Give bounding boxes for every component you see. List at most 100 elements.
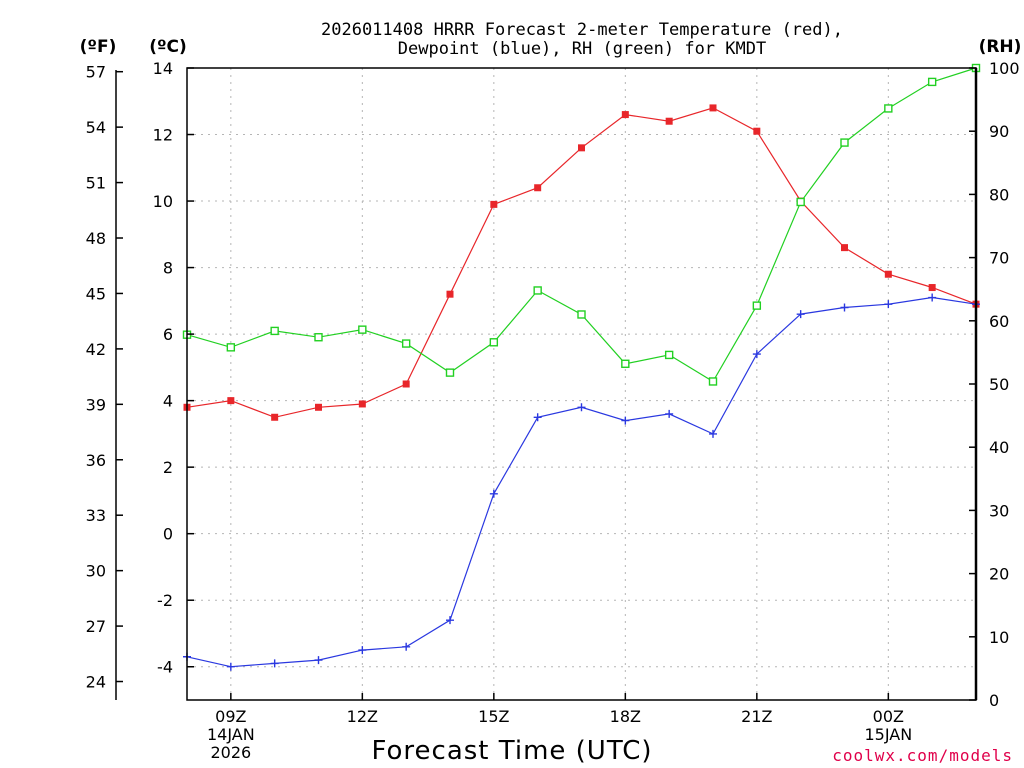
temperature-point — [884, 270, 892, 278]
celsius-tick-label: -4 — [157, 658, 173, 677]
celsius-tick-label: 2 — [163, 458, 173, 477]
temperature-point — [928, 284, 936, 292]
temperature-point — [753, 127, 761, 135]
dewpoint-line — [186, 296, 977, 668]
temperature-point — [315, 403, 322, 411]
temperature-line — [186, 107, 977, 418]
fahrenheit-tick-label: 45 — [86, 284, 106, 303]
rh-tick-label: 30 — [989, 501, 1009, 520]
rh-point — [533, 286, 542, 295]
temperature-point — [665, 117, 673, 125]
rh-point — [664, 350, 674, 360]
rh-tick-label: 60 — [989, 312, 1009, 331]
rh-point — [401, 339, 411, 348]
dewpoint-point — [577, 403, 586, 412]
dewpoint-point — [752, 350, 761, 359]
celsius-unit-label: (ºC) — [149, 37, 187, 57]
dewpoint-point — [665, 409, 674, 418]
temperature-point — [534, 184, 542, 192]
celsius-tick-label: -2 — [157, 591, 173, 610]
x-tick-label: 15JAN — [864, 725, 912, 744]
rh-point — [577, 310, 586, 319]
temperature-point — [227, 397, 235, 405]
temperature-point — [709, 104, 717, 112]
temperature-point — [621, 111, 629, 119]
rh-point — [840, 138, 849, 147]
rh-tick-label: 100 — [989, 59, 1020, 78]
x-axis-title: Forecast Time (UTC) — [371, 736, 652, 766]
x-tick-label: 18Z — [610, 707, 641, 726]
celsius-tick-label: 14 — [153, 59, 173, 78]
x-tick-label: 21Z — [741, 707, 772, 726]
rh-point — [884, 104, 893, 113]
rh-tick-label: 50 — [989, 375, 1009, 394]
rh-tick-label: 10 — [989, 628, 1009, 647]
dewpoint-point — [270, 659, 279, 668]
x-tick-label: 00Z — [873, 707, 904, 726]
rh-point — [752, 301, 762, 310]
temperature-point — [402, 380, 410, 388]
grid — [187, 68, 976, 700]
celsius-tick-label: 4 — [163, 392, 173, 411]
dewpoint-point — [358, 646, 367, 655]
rh-tick-label: 0 — [989, 691, 999, 710]
fahrenheit-tick-label: 36 — [86, 451, 106, 470]
temperature-point — [446, 290, 454, 298]
temperature-point — [841, 244, 848, 252]
fahrenheit-tick-label: 48 — [86, 229, 106, 248]
rh-tick-label: 20 — [989, 565, 1009, 584]
rh-tick-label: 40 — [989, 438, 1009, 457]
rh-tick-label: 80 — [989, 185, 1009, 204]
rh-point — [489, 338, 499, 347]
dewpoint-point — [928, 293, 937, 302]
plot-frame — [186, 67, 977, 701]
dewpoint-point — [709, 429, 717, 438]
fahrenheit-tick-label: 24 — [86, 673, 106, 692]
credit-link[interactable]: coolwx.com/models — [832, 746, 1013, 765]
dewpoint-point — [226, 662, 235, 671]
x-tick-label: 09Z — [215, 707, 246, 726]
rh-point — [358, 325, 367, 334]
celsius-tick-label: 8 — [163, 259, 173, 278]
dewpoint-point — [796, 310, 805, 319]
rh-point — [796, 197, 805, 207]
series-layer — [182, 63, 981, 671]
rh-tick-label: 70 — [989, 249, 1009, 268]
rh-point — [445, 368, 455, 377]
rh-point — [270, 326, 279, 336]
x-tick-label: 2026 — [210, 743, 251, 762]
dewpoint-point — [840, 303, 849, 312]
rh-point — [927, 77, 937, 87]
rh-point — [314, 333, 323, 342]
rh-point — [226, 343, 236, 352]
temperature-point — [358, 400, 366, 408]
chart-title-line-2: Dewpoint (blue), RH (green) for KMDT — [398, 39, 766, 59]
dewpoint-point — [314, 656, 323, 665]
fahrenheit-tick-label: 42 — [86, 340, 106, 359]
fahrenheit-tick-label: 30 — [86, 562, 106, 581]
fahrenheit-tick-label: 54 — [86, 118, 106, 137]
fahrenheit-tick-label: 57 — [86, 63, 106, 82]
chart-title-line-1: 2026011408 HRRR Forecast 2-meter Tempera… — [321, 20, 843, 40]
dewpoint-point — [621, 416, 630, 425]
rh-unit-label: (RH) — [979, 37, 1022, 57]
rh-point — [621, 359, 630, 368]
fahrenheit-tick-label: 27 — [86, 617, 106, 636]
rh-tick-label: 90 — [989, 122, 1009, 141]
celsius-tick-label: 12 — [153, 126, 173, 145]
rh-line — [186, 67, 977, 383]
fahrenheit-tick-label: 33 — [86, 506, 106, 525]
dewpoint-point — [489, 489, 498, 498]
dewpoint-point — [533, 413, 542, 422]
temperature-point — [490, 200, 498, 208]
celsius-tick-label: 6 — [163, 325, 173, 344]
x-tick-label: 15Z — [478, 707, 509, 726]
temperature-point — [271, 413, 279, 421]
dewpoint-point — [402, 642, 411, 651]
x-tick-label: 12Z — [347, 707, 378, 726]
x-tick-label: 14JAN — [207, 725, 255, 744]
celsius-tick-label: 10 — [153, 192, 173, 211]
fahrenheit-unit-label: (ºF) — [80, 37, 117, 57]
